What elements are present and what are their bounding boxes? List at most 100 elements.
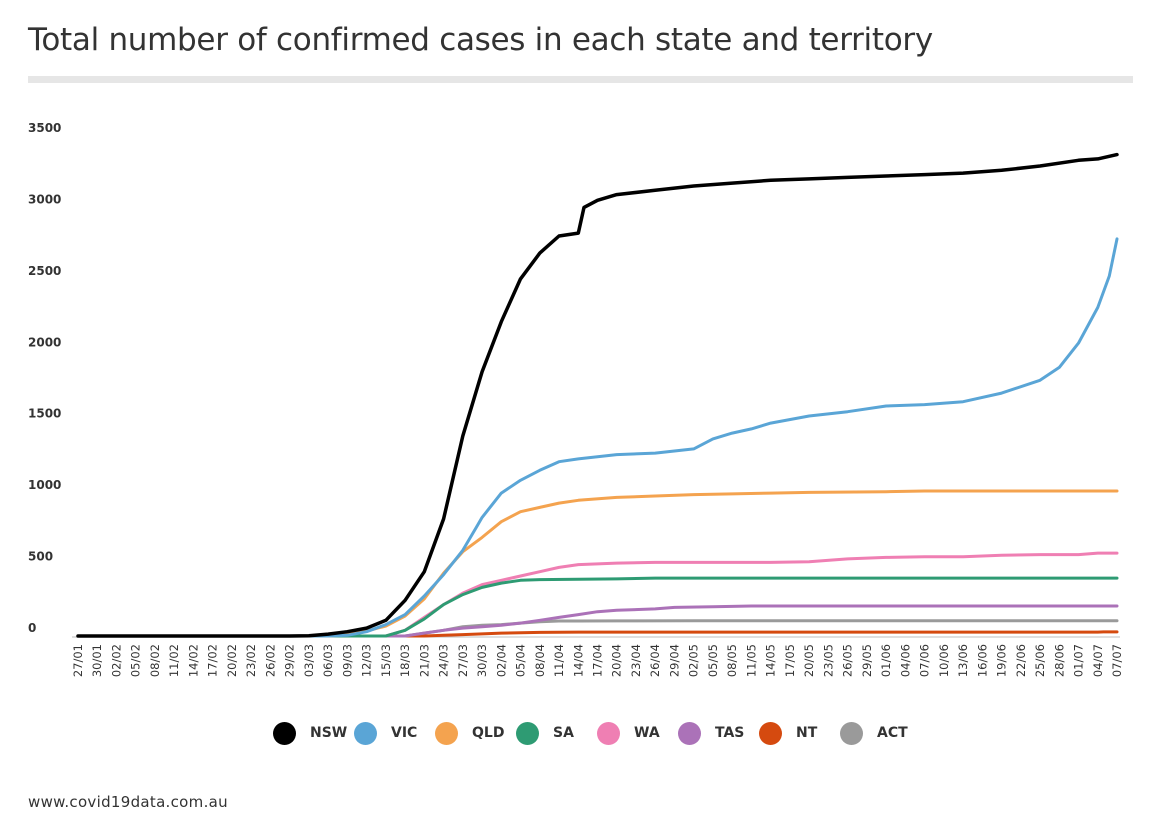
- y-axis: 0 500 1000 1500 2000 2500 3000 3500: [28, 121, 61, 635]
- x-tick-label: 22/06: [1014, 644, 1028, 677]
- legend-item-vic[interactable]: VIC: [354, 720, 417, 746]
- legend-label: VIC: [391, 725, 418, 741]
- x-axis: 27/01 30/01 02/02 05/02 08/02 11/02 14/02 17/02…: [71, 636, 1124, 677]
- legend-item-tas[interactable]: TAS: [678, 720, 744, 746]
- x-tick-label: 20/04: [610, 644, 624, 677]
- y-tick-label: 3000: [28, 192, 61, 206]
- legend-label: QLD: [472, 725, 505, 741]
- x-tick-label: 11/05: [744, 644, 758, 677]
- legend-swatch: [516, 721, 539, 745]
- x-tick-label: 10/06: [937, 644, 951, 677]
- legend-swatch: [759, 721, 782, 745]
- x-tick-label: 27/03: [456, 644, 470, 677]
- series-line-nt: [76, 630, 1119, 638]
- x-tick-label: 17/05: [783, 644, 797, 677]
- series-line-nsw: [76, 152, 1119, 638]
- x-tick-label: 29/04: [667, 644, 681, 677]
- legend-item-wa[interactable]: WA: [597, 720, 660, 746]
- legend: NSW VIC QLD SA WA TAS NT ACT: [0, 720, 1156, 746]
- legend-item-act[interactable]: ACT: [840, 720, 908, 746]
- legend-label: NSW: [310, 725, 348, 741]
- x-tick-label: 26/04: [648, 644, 662, 677]
- legend-swatch: [678, 721, 701, 745]
- y-tick-label: 1000: [28, 478, 61, 492]
- source-url[interactable]: www.covid19data.com.au: [28, 793, 228, 811]
- x-tick-label: 05/05: [706, 644, 720, 677]
- y-tick-label: 0: [28, 621, 36, 635]
- legend-label: ACT: [877, 725, 908, 741]
- x-tick-label: 16/06: [975, 644, 989, 677]
- legend-item-nt[interactable]: NT: [759, 720, 817, 746]
- x-tick-label: 21/03: [417, 644, 431, 677]
- chart-title: Total number of confirmed cases in each …: [28, 22, 933, 58]
- x-tick-label: 08/02: [148, 644, 162, 677]
- x-tick-label: 14/04: [571, 644, 585, 677]
- y-tick-label: 2500: [28, 264, 61, 278]
- y-tick-label: 2000: [28, 335, 61, 349]
- series-lines: [76, 152, 1119, 638]
- series-line-act: [76, 619, 1119, 638]
- x-tick-label: 20/02: [225, 644, 239, 677]
- x-tick-label: 26/05: [841, 644, 855, 677]
- x-tick-label: 05/02: [129, 644, 143, 677]
- x-tick-label: 12/03: [360, 644, 374, 677]
- x-tick-label: 17/02: [206, 644, 220, 677]
- x-tick-label: 04/07: [1091, 644, 1105, 677]
- x-tick-label: 26/02: [263, 644, 277, 677]
- x-tick-label: 02/02: [109, 644, 123, 677]
- x-tick-label: 09/03: [340, 644, 354, 677]
- x-tick-label: 30/03: [475, 644, 489, 677]
- x-tick-label: 27/01: [71, 644, 85, 677]
- x-tick-label: 07/06: [918, 644, 932, 677]
- x-tick-label: 15/03: [379, 644, 393, 677]
- x-tick-label: 28/06: [1052, 644, 1066, 677]
- y-tick-label: 3500: [28, 121, 61, 135]
- x-tick-label: 29/02: [283, 644, 297, 677]
- legend-label: TAS: [715, 725, 745, 741]
- x-tick-label: 23/05: [821, 644, 835, 677]
- legend-item-nsw[interactable]: NSW: [273, 720, 347, 746]
- x-tick-label: 06/03: [321, 644, 335, 677]
- x-tick-label: 08/04: [533, 644, 547, 677]
- x-tick-label: 11/02: [167, 644, 181, 677]
- legend-label: SA: [553, 725, 574, 741]
- x-tick-label: 05/04: [514, 644, 528, 677]
- legend-label: NT: [796, 725, 818, 741]
- x-tick-label: 23/02: [244, 644, 258, 677]
- legend-item-sa[interactable]: SA: [516, 720, 574, 746]
- x-tick-label: 01/06: [879, 644, 893, 677]
- x-tick-label: 30/01: [90, 644, 104, 677]
- legend-swatch: [597, 721, 620, 745]
- series-line-sa: [76, 576, 1119, 638]
- x-tick-label: 18/03: [398, 644, 412, 677]
- legend-swatch: [354, 721, 377, 745]
- title-divider: [28, 76, 1133, 83]
- legend-swatch: [840, 721, 863, 745]
- x-tick-label: 08/05: [725, 644, 739, 677]
- x-tick-label: 17/04: [591, 644, 605, 677]
- x-tick-label: 01/07: [1072, 644, 1086, 677]
- x-tick-label: 19/06: [995, 644, 1009, 677]
- x-tick-label: 07/07: [1110, 644, 1124, 677]
- x-tick-label: 11/04: [552, 644, 566, 677]
- x-tick-label: 23/04: [629, 644, 643, 677]
- x-tick-label: 24/03: [437, 644, 451, 677]
- x-tick-label: 03/03: [302, 644, 316, 677]
- y-tick-label: 1500: [28, 407, 61, 421]
- x-tick-label: 25/06: [1033, 644, 1047, 677]
- x-tick-label: 02/05: [687, 644, 701, 677]
- series-line-tas: [76, 604, 1119, 638]
- y-tick-label: 500: [28, 550, 53, 564]
- x-tick-label: 14/05: [764, 644, 778, 677]
- series-line-wa: [76, 551, 1119, 638]
- x-tick-label: 04/06: [898, 644, 912, 677]
- legend-label: WA: [634, 725, 660, 741]
- legend-item-qld[interactable]: QLD: [435, 720, 504, 746]
- x-tick-label: 29/05: [860, 644, 874, 677]
- legend-swatch: [435, 721, 458, 745]
- x-tick-label: 02/04: [494, 644, 508, 677]
- legend-swatch: [273, 721, 296, 745]
- x-tick-label: 14/02: [186, 644, 200, 677]
- x-tick-label: 13/06: [956, 644, 970, 677]
